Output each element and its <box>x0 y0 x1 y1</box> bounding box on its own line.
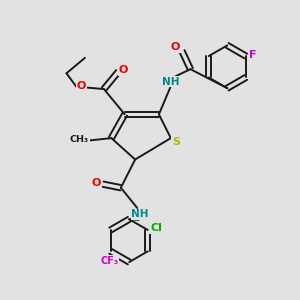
Text: O: O <box>77 81 86 92</box>
Text: NH: NH <box>162 76 180 87</box>
Text: O: O <box>92 178 101 188</box>
Text: O: O <box>171 43 180 52</box>
Text: CF₃: CF₃ <box>100 256 118 266</box>
Text: Cl: Cl <box>150 224 162 233</box>
Text: O: O <box>119 65 128 75</box>
Text: F: F <box>250 50 257 60</box>
Text: CH₃: CH₃ <box>70 135 89 144</box>
Text: S: S <box>172 137 180 147</box>
Text: NH: NH <box>131 209 149 220</box>
